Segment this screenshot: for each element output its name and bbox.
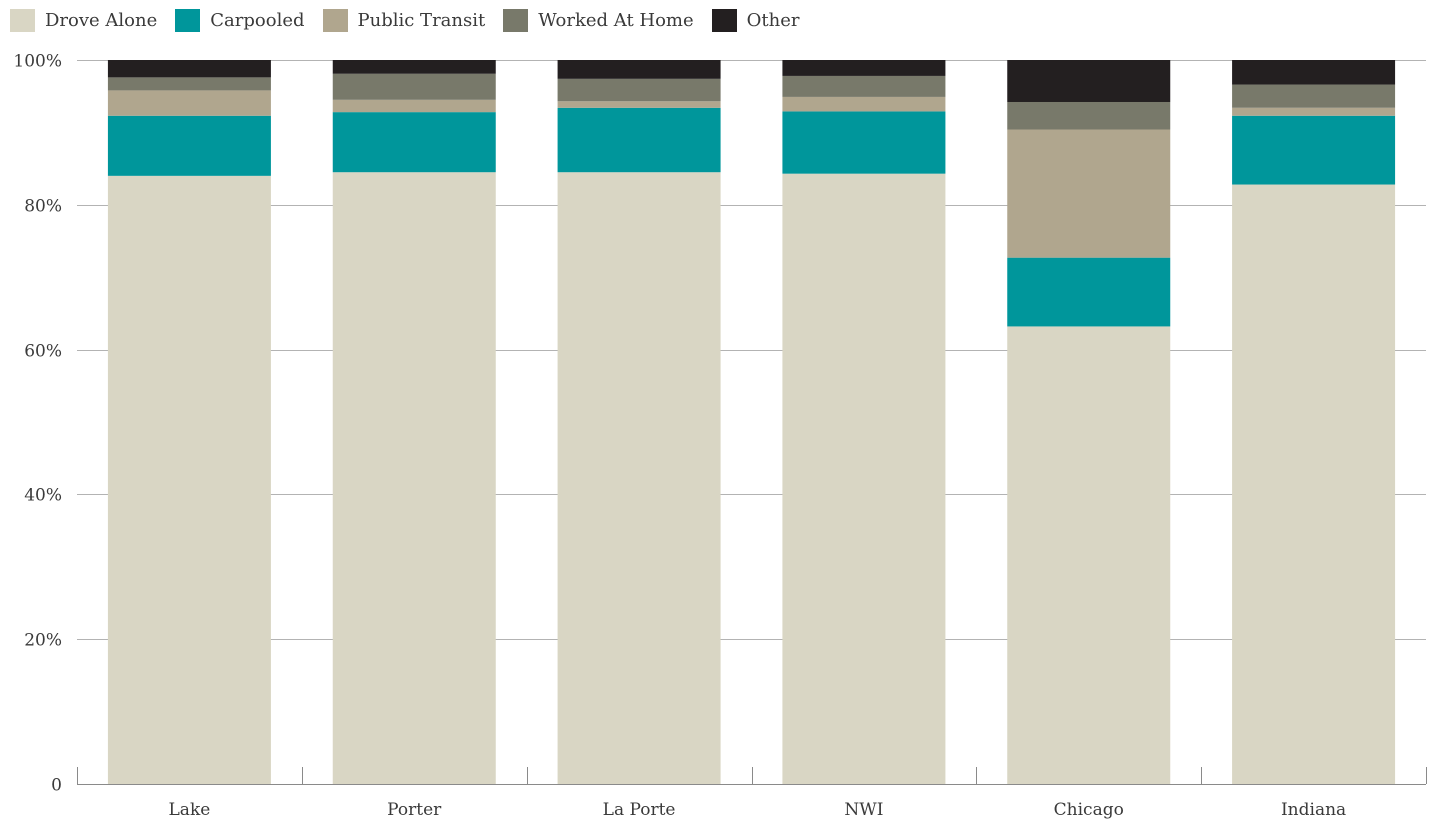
gridlines (77, 60, 1426, 640)
legend-label: Carpooled (210, 9, 305, 31)
bar-chicago-public-transit (1007, 129, 1171, 258)
x-tick-label-chicago: Chicago (1054, 800, 1124, 820)
bars (107, 60, 1396, 785)
bar-chicago-carpooled (1007, 257, 1171, 327)
legend-swatch (10, 8, 35, 32)
bar-nwi-public-transit (782, 96, 946, 112)
bar-nwi-carpooled (782, 111, 946, 174)
legend-swatch (503, 8, 529, 32)
bar-lake-other (107, 60, 271, 78)
x-axis (77, 767, 1427, 785)
y-tick-label-20: 20% (24, 631, 62, 651)
y-tick-label-40: 40% (24, 486, 62, 506)
x-tick-label-nwi: NWI (844, 800, 883, 820)
bar-group-lake (107, 60, 271, 785)
legend-swatch (322, 8, 348, 32)
bar-la-porte-public-transit (557, 101, 721, 108)
bar-group-la-porte (557, 60, 721, 785)
bar-chicago-drove-alone (1007, 326, 1171, 784)
x-tick-label-porter: Porter (387, 800, 442, 820)
legend-item-public-transit: Public Transit (322, 8, 486, 32)
bar-lake-worked-at-home (107, 77, 271, 91)
bar-lake-public-transit (107, 90, 271, 116)
bar-nwi-other (782, 60, 946, 76)
bar-porter-worked-at-home (332, 73, 496, 100)
y-axis-tick-labels: 0 20% 40% 60% 80% 100% (13, 52, 62, 796)
legend-label: Worked At Home (538, 9, 694, 31)
legend-item-carpooled: Carpooled (175, 8, 305, 32)
bar-indiana-other (1232, 60, 1396, 85)
bar-lake-carpooled (107, 115, 271, 176)
bar-group-chicago (1007, 60, 1171, 784)
bar-group-nwi (782, 60, 946, 785)
bar-la-porte-worked-at-home (557, 78, 721, 102)
x-tick-label-indiana: Indiana (1281, 800, 1346, 820)
bar-la-porte-carpooled (557, 107, 721, 173)
x-tick-label-lake: Lake (169, 800, 211, 820)
legend-label: Public Transit (357, 9, 486, 31)
legend-swatch (711, 8, 737, 32)
bar-la-porte-drove-alone (557, 172, 721, 785)
bar-indiana-carpooled (1232, 115, 1396, 185)
bar-nwi-drove-alone (782, 173, 946, 785)
bar-chicago-worked-at-home (1007, 101, 1171, 130)
bar-chicago-other (1007, 60, 1171, 102)
x-tick-label-la-porte: La Porte (603, 800, 676, 820)
bar-nwi-worked-at-home (782, 75, 946, 97)
legend: Drove Alone Carpooled Public Transit Worked… (10, 6, 818, 34)
x-axis-tick-labels: Lake Porter La Porte NWI Chicago Indiana (169, 800, 1347, 820)
bar-group-indiana (1232, 60, 1396, 784)
bar-lake-drove-alone (107, 175, 271, 785)
bar-indiana-public-transit (1232, 107, 1396, 116)
bar-porter-drove-alone (332, 172, 496, 785)
legend-label: Other (746, 9, 800, 31)
y-tick-label-80: 80% (24, 197, 62, 217)
bar-la-porte-other (557, 60, 721, 79)
bar-porter-carpooled (332, 112, 496, 173)
bar-indiana-worked-at-home (1232, 84, 1396, 108)
legend-label: Drove Alone (45, 9, 158, 31)
legend-swatch (175, 8, 201, 32)
legend-item-other: Other (711, 8, 800, 32)
legend-item-worked-at-home: Worked At Home (503, 8, 694, 32)
bar-group-porter (332, 60, 496, 785)
y-tick-label-60: 60% (24, 342, 62, 362)
bar-indiana-drove-alone (1232, 184, 1396, 784)
legend-item-drove-alone: Drove Alone (10, 8, 158, 32)
y-tick-label-100: 100% (13, 52, 62, 72)
bar-porter-other (332, 60, 496, 74)
y-tick-label-0: 0 (51, 776, 62, 796)
bar-porter-public-transit (332, 99, 496, 113)
